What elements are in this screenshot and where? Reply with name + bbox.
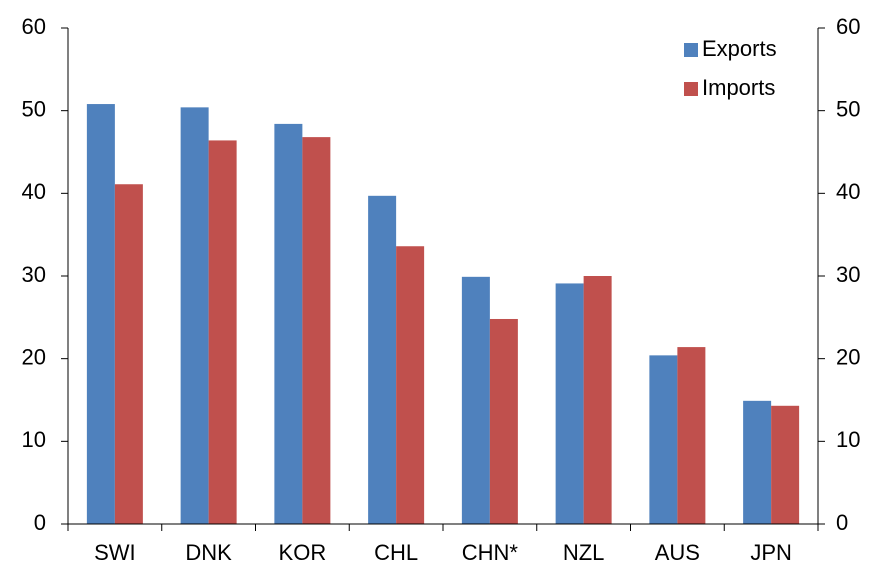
x-tick-label: CHL [374,540,418,565]
y-tick-label: 20 [22,344,46,369]
bar [114,184,143,525]
x-tick-label: KOR [279,540,327,565]
bar [583,276,612,524]
bar [396,246,425,525]
bar [461,276,490,524]
y2-tick-label: 50 [836,96,860,121]
bar [274,123,303,524]
x-tick-label: AUS [655,540,700,565]
bar [368,195,397,524]
y2-tick-label: 10 [836,427,860,452]
bar [771,405,800,524]
bar [302,137,331,524]
bar [86,104,115,524]
bar [743,400,772,524]
y-tick-label: 60 [22,14,46,39]
y-tick-label: 10 [22,427,46,452]
bar [649,355,678,524]
x-tick-label: CHN* [462,540,519,565]
y2-tick-label: 40 [836,179,860,204]
x-tick-label: NZL [563,540,605,565]
y-tick-label: 50 [22,96,46,121]
x-tick-label: JPN [750,540,792,565]
y2-tick-label: 20 [836,344,860,369]
bar [677,347,706,524]
bar [208,140,237,524]
legend-label: Imports [702,75,775,100]
y2-tick-label: 0 [836,510,848,535]
y-tick-label: 0 [34,510,46,535]
y2-tick-label: 30 [836,262,860,287]
legend-swatch [684,82,698,96]
legend-label: Exports [702,36,777,61]
bar [555,283,584,524]
bar [489,318,518,524]
y-tick-label: 40 [22,179,46,204]
x-tick-label: SWI [94,540,136,565]
bar [180,107,209,525]
x-tick-label: DNK [185,540,232,565]
y-tick-label: 30 [22,262,46,287]
legend-swatch [684,43,698,57]
y2-tick-label: 60 [836,14,860,39]
